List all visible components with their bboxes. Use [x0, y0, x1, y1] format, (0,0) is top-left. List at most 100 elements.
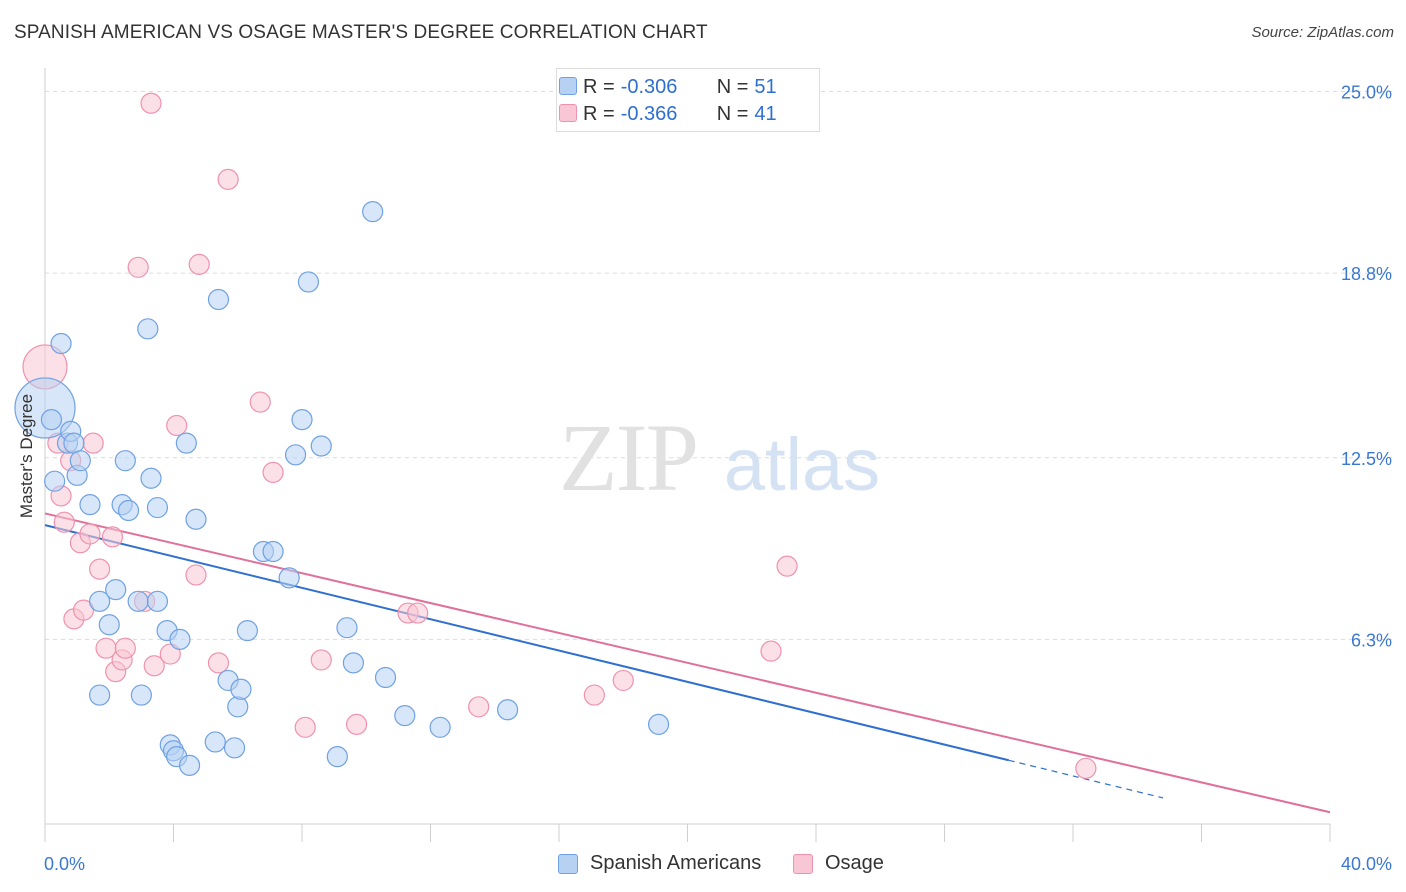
r-label: R = [583, 102, 615, 125]
spanish-american-point [140, 467, 162, 489]
watermark-atlas: atlas [724, 423, 880, 506]
osage-point [1075, 757, 1097, 779]
spanish-american-point [114, 450, 136, 472]
n-value: 41 [754, 102, 777, 125]
legend-swatch-blue [558, 853, 578, 874]
legend-swatch-blue [559, 77, 577, 95]
trendline [44, 524, 1009, 762]
spanish-american-point [342, 652, 364, 674]
y-axis-label: Master's Degree [17, 394, 36, 518]
legend-swatch-pink [559, 104, 577, 122]
y-tick-label: 25.0% [1341, 83, 1392, 103]
series-legend: Spanish Americans Osage [0, 852, 1406, 878]
osage-point [583, 684, 605, 706]
osage-point [249, 391, 271, 413]
osage-point [468, 696, 490, 718]
spanish-american-point [223, 737, 246, 759]
spanish-american-point [429, 716, 451, 738]
spanish-american-point [146, 496, 169, 519]
osage-point [217, 168, 239, 190]
spanish-american-point [227, 696, 249, 718]
spanish-american-point [117, 499, 140, 522]
legend-row-osage: R = -0.366 N = 41 [559, 101, 777, 127]
osage-point [185, 564, 207, 586]
spanish-american-point [98, 614, 120, 636]
spanish-american-point [297, 271, 320, 293]
osage-point [140, 92, 162, 114]
x-tick-label: 40.0% [1341, 854, 1392, 874]
spanish-american-point [236, 620, 258, 642]
osage-point [188, 253, 210, 275]
legend-row-spanish: R = -0.306 N = 51 [559, 74, 777, 100]
spanish-american-point [69, 450, 91, 472]
osage-point [407, 602, 429, 624]
spanish-american-point [105, 578, 127, 601]
osage-point [101, 526, 124, 548]
spanish-american-point [497, 699, 519, 721]
osage-points [22, 92, 1097, 779]
osage-point [612, 669, 634, 692]
spanish-american-point [278, 567, 300, 589]
osage-point [89, 558, 111, 580]
spanish-american-point [185, 508, 207, 530]
n-label: N = [716, 102, 749, 125]
spanish-american-point [336, 617, 358, 639]
osage-point [294, 716, 316, 738]
y-tick-label: 12.5% [1341, 449, 1392, 469]
spanish-american-points [14, 201, 670, 777]
r-value: -0.306 [620, 75, 678, 98]
spanish-american-point [127, 590, 149, 612]
r-value: -0.366 [620, 102, 678, 125]
osage-point [262, 461, 284, 483]
spanish-american-point [262, 540, 284, 563]
osage-point [310, 649, 332, 671]
spanish-american-point [326, 746, 348, 768]
osage-point [114, 637, 136, 659]
y-tick-label: 6.3% [1351, 630, 1392, 650]
trendline-extension [1008, 759, 1164, 799]
legend-label: Osage [825, 852, 884, 874]
legend-item-spanish-americans[interactable]: Spanish Americans [558, 852, 761, 875]
osage-point [143, 655, 165, 677]
x-tick-label: 0.0% [44, 854, 85, 874]
spanish-american-point [40, 409, 63, 431]
n-label: N = [716, 75, 749, 98]
spanish-american-point [310, 435, 332, 457]
spanish-american-point [394, 704, 416, 727]
source-label: Source: ZipAtlas.com [1251, 24, 1394, 41]
gridlines [45, 91, 1392, 640]
spanish-american-point [169, 628, 191, 651]
osage-point [53, 511, 75, 533]
osage-point [127, 256, 149, 278]
watermark: ZIP atlas [559, 404, 880, 511]
osage-point [166, 414, 188, 437]
trendlines [44, 512, 1331, 814]
osage-point [79, 523, 101, 545]
legend-item-osage[interactable]: Osage [793, 852, 884, 875]
tick-labels: 6.3% 12.5% 18.8% 25.0% 0.0% 40.0% [44, 83, 1392, 875]
n-value: 51 [754, 75, 777, 98]
osage-point [760, 640, 782, 662]
osage-point [207, 652, 230, 674]
legend-swatch-pink [793, 853, 813, 874]
spanish-american-point [44, 470, 66, 492]
spanish-american-point [175, 432, 197, 454]
y-tick-label: 18.8% [1341, 264, 1392, 284]
watermark-zip: ZIP [559, 404, 697, 511]
spanish-american-point [79, 494, 101, 516]
spanish-american-point [50, 332, 72, 355]
legend-label: Spanish Americans [590, 852, 762, 874]
r-label: R = [583, 75, 615, 98]
spanish-american-point [207, 288, 230, 311]
spanish-american-point [647, 713, 670, 735]
osage-point [159, 643, 181, 665]
trendline [44, 512, 1331, 814]
spanish-american-point [362, 201, 384, 223]
spanish-american-point [291, 409, 313, 431]
axes [44, 68, 1331, 842]
osage-point [72, 599, 95, 621]
osage-point [346, 713, 368, 735]
spanish-american-point [284, 444, 307, 466]
chart-title: SPANISH AMERICAN VS OSAGE MASTER'S DEGRE… [14, 22, 708, 43]
